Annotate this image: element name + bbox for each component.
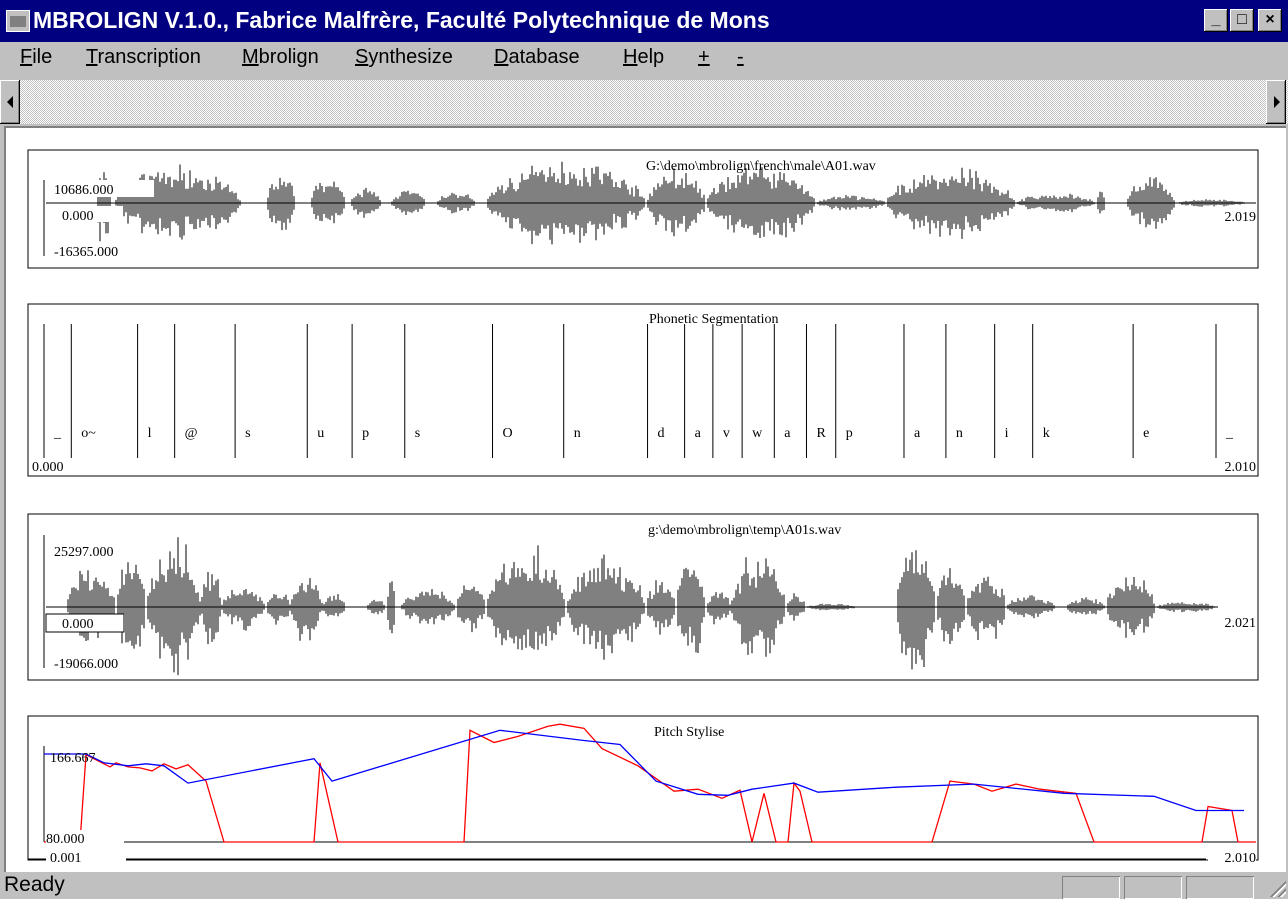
phoneme-label: @ — [185, 426, 198, 441]
wave1-zero-box — [51, 206, 123, 222]
wave2-ymin-label: -19066.000 — [54, 657, 118, 672]
phoneme-label: a — [784, 426, 791, 441]
close-button[interactable]: × — [1258, 9, 1282, 32]
maximize-button[interactable]: □ — [1230, 9, 1254, 32]
menu-minus[interactable]: - — [737, 46, 744, 68]
wave1-frame — [27, 149, 1259, 269]
wave1-end-box — [1216, 207, 1256, 223]
phoneme-label: i — [1005, 426, 1009, 441]
wave1-ymin-label: -16365.000 — [54, 245, 118, 260]
phoneme-label: a — [695, 426, 702, 441]
wave2-zero-frame — [45, 613, 125, 633]
wave1-end-label: 2.019 — [1225, 210, 1257, 225]
menu-file[interactable]: File — [20, 46, 53, 68]
status-bar: Ready — [0, 872, 1288, 899]
wave2-end-box — [1211, 613, 1256, 629]
app-window-icon[interactable] — [6, 10, 30, 32]
status-cell-3 — [1186, 876, 1254, 899]
phoneme-label: k — [1043, 426, 1050, 441]
phoneme-label: l — [148, 426, 152, 441]
menu-help[interactable]: Help — [623, 46, 665, 68]
scroll-right-button[interactable] — [1266, 80, 1286, 124]
wave2-frame — [27, 513, 1259, 681]
scroll-left-button[interactable] — [0, 80, 20, 124]
wave2-end-label: 2.021 — [1225, 616, 1257, 631]
wave1-ymax-label: 10686.000 — [54, 183, 114, 198]
phoneme-label: u — [317, 426, 324, 441]
phoneme-label: n — [574, 426, 581, 441]
pitch-title: Pitch Stylise — [654, 725, 724, 740]
minimize-button[interactable]: _ — [1204, 9, 1228, 32]
maximize-icon: □ — [1237, 11, 1247, 28]
pitch-measured-curve — [44, 723, 1256, 843]
segmentation-start-label: 0.000 — [32, 460, 64, 475]
phoneme-label: p — [846, 426, 853, 441]
pitch-stylised-curve — [44, 729, 1244, 812]
horizontal-scrollbar[interactable] — [0, 80, 1288, 124]
phoneme-label: v — [723, 426, 730, 441]
menu-synthesize[interactable]: Synthesize — [355, 46, 453, 68]
status-text: Ready — [4, 873, 65, 896]
pitch-ymax-label: 166.667 — [50, 751, 96, 766]
pitch-start-label: 0.001 — [50, 851, 82, 866]
status-cell-2 — [1124, 876, 1182, 899]
pitch-end-label: 2.010 — [1225, 851, 1257, 866]
phoneme-label: s — [245, 426, 250, 441]
close-icon: × — [1265, 11, 1275, 28]
window-title: MBROLIGN V.1.0., Fabrice Malfrère, Facul… — [33, 7, 770, 33]
client-area: 10686.000 0.000 -16365.000 2.019 G:\demo\mbr… — [4, 126, 1286, 872]
pitch-frame — [27, 715, 1259, 861]
wave1-ymax-box — [51, 180, 154, 197]
wave2-title: g:\demo\mbrolign\temp\A01s.wav — [648, 523, 841, 538]
wave2-zero-box — [46, 614, 124, 632]
segmentation-frame — [27, 303, 1259, 477]
wave2-zero-label: 0.000 — [62, 617, 94, 632]
pitch-start-box — [46, 850, 126, 864]
wave1-title: G:\demo\mbrolign\french\male\A01.wav — [646, 159, 876, 174]
phoneme-label: R — [816, 426, 826, 441]
title-bar[interactable]: MBROLIGN V.1.0., Fabrice Malfrère, Facul… — [0, 0, 1288, 42]
phoneme-label: n — [956, 426, 963, 441]
resize-grip-icon[interactable] — [1268, 879, 1286, 897]
panels-canvas: 10686.000 0.000 -16365.000 2.019 G:\demo\mbr… — [27, 149, 1259, 866]
arrow-right-icon — [1274, 96, 1280, 108]
arrow-left-icon — [7, 96, 13, 108]
phoneme-label: O — [503, 426, 513, 441]
minimize-icon: _ — [1211, 11, 1221, 28]
menu-bar: File Transcription Mbrolign Synthesize Datab… — [0, 42, 1288, 75]
wave1-zero-label: 0.000 — [62, 209, 94, 224]
wave2-ymax-label: 25297.000 — [54, 545, 114, 560]
menu-mbrolign[interactable]: Mbrolign — [242, 46, 319, 68]
pitch-ymin-box — [46, 830, 124, 844]
phoneme-label: s — [415, 426, 420, 441]
pitch-ymin-label: 80.000 — [46, 832, 85, 847]
phoneme-label: o~ — [81, 426, 96, 441]
phoneme-label: a — [914, 426, 921, 441]
phoneme-label: e — [1143, 426, 1149, 441]
phoneme-label: _ — [53, 426, 62, 441]
phoneme-label: d — [658, 426, 665, 441]
phoneme-label: w — [752, 426, 763, 441]
segmentation-end-label: 2.010 — [1225, 460, 1257, 475]
segmentation-title: Phonetic Segmentation — [649, 312, 778, 327]
pitch-end-box — [1208, 850, 1256, 864]
phoneme-label: _ — [1225, 426, 1234, 441]
menu-transcription[interactable]: Transcription — [86, 46, 201, 68]
menu-database[interactable]: Database — [494, 46, 580, 68]
phoneme-label: p — [362, 426, 369, 441]
status-cell-1 — [1062, 876, 1120, 899]
menu-plus[interactable]: + — [698, 46, 710, 68]
